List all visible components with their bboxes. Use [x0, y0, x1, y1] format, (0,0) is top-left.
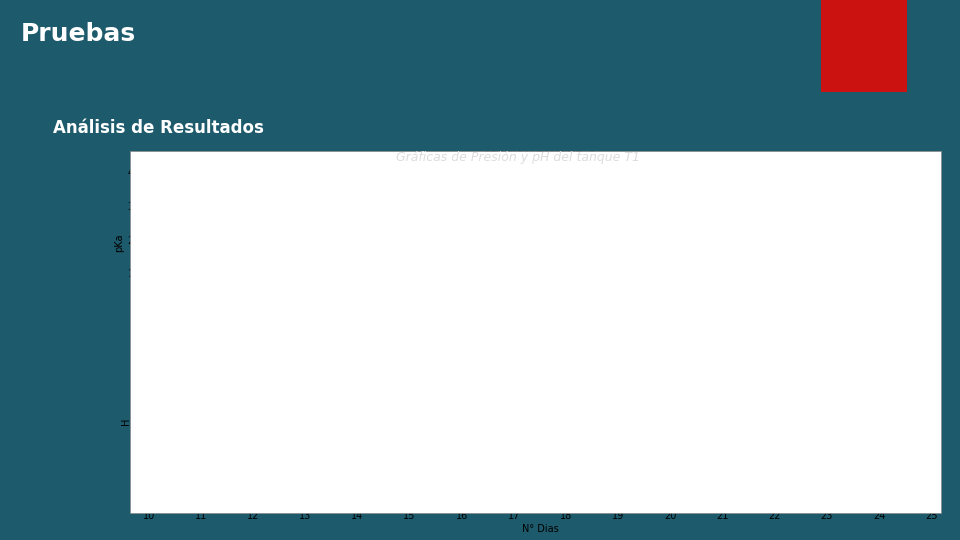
Text: X: 7.361e+05
Y: 5.921: X: 7.361e+05 Y: 5.921 [440, 377, 492, 396]
X-axis label: N° Dias: N° Dias [521, 524, 559, 534]
PH1 [902, 476, 914, 483]
P1kpa [524, 210, 536, 217]
PH1 [903, 471, 915, 478]
Title: PRESION TANQUE  1: PRESION TANQUE 1 [484, 151, 596, 161]
Text: X: 7.361e+05
Y: 31.99: X: 7.361e+05 Y: 31.99 [762, 221, 815, 240]
Text: X: 7.361e-05
Y: 5.305: X: 7.361e-05 Y: 5.305 [455, 439, 505, 458]
P1kpa [143, 311, 155, 318]
Text: Gráficas de Presión y pH del tanque T1: Gráficas de Presión y pH del tanque T1 [396, 151, 640, 164]
Title: PH TANQUE  1: PH TANQUE 1 [501, 329, 579, 340]
Text: X: 7.361e+05
Y: 3.1: X: 7.361e+05 Y: 3.1 [414, 318, 467, 338]
Y-axis label: pKa: pKa [114, 234, 125, 252]
P1kpa [775, 180, 786, 186]
Text: X: 7.361e-05
Y: 4.733: X: 7.361e-05 Y: 4.733 [268, 417, 317, 436]
Text: X: 7.361e+05
Y: 6.5: X: 7.361e+05 Y: 6.5 [529, 357, 581, 376]
Legend: P1kpa: P1kpa [866, 167, 926, 185]
Text: X: 7.351e+05
Y: 1.50: X: 7.351e+05 Y: 1.50 [205, 282, 257, 301]
P1kpa [903, 198, 915, 204]
Text: X: 7.361e+05
Y: 4.975: X: 7.361e+05 Y: 4.975 [685, 450, 737, 470]
P1kpa [759, 199, 771, 206]
P1kpa [903, 201, 915, 208]
Text: X: 7.361e+05
Y: 26.67: X: 7.361e+05 Y: 26.67 [492, 197, 544, 217]
Line: PH1: PH1 [149, 364, 931, 540]
P1kpa [503, 211, 515, 217]
Text: Pruebas: Pruebas [21, 22, 136, 45]
Line: P1kpa: P1kpa [149, 183, 931, 315]
Text: Análisis de Resultados: Análisis de Resultados [53, 119, 264, 137]
Text: X: 7.361e+05
Y: 0.421: X: 7.361e+05 Y: 0.421 [388, 286, 441, 305]
PH1 [503, 370, 515, 377]
P1kpa [183, 310, 195, 317]
X-axis label: N° Dias: N° Dias [521, 346, 559, 356]
Legend: PH1: PH1 [876, 345, 926, 363]
PH1 [183, 388, 195, 395]
PH1 [759, 487, 771, 493]
PH1 [190, 361, 202, 367]
Y-axis label: H: H [121, 417, 131, 425]
Text: X: 7.361e+05
Y: -2.221: X: 7.361e+05 Y: -2.221 [146, 336, 199, 355]
Text: X: 7.361e+05
Y: 5.09: X: 7.361e+05 Y: 5.09 [172, 447, 225, 466]
Text: X: 7.361e+05
Y: 6.725: X: 7.361e+05 Y: 6.725 [205, 349, 257, 369]
Text: X: 7.361e+05
Y: 3.404: X: 7.361e+05 Y: 3.404 [736, 462, 789, 481]
P1kpa [157, 312, 169, 319]
PH1 [143, 423, 155, 429]
Text: X: 7.351e+05
Y: 32.75: X: 7.351e+05 Y: 32.75 [649, 177, 701, 196]
PH1 [524, 379, 536, 385]
P1kpa [925, 304, 937, 310]
